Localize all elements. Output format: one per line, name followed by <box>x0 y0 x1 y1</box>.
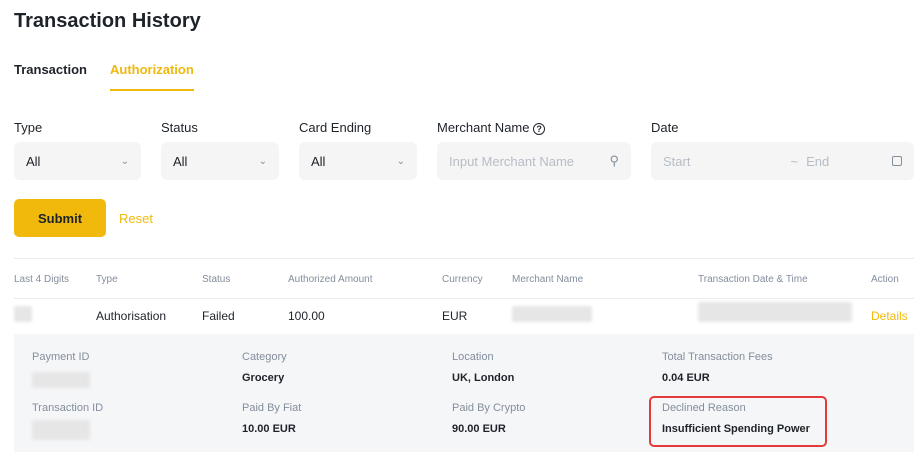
card-ending-select[interactable]: All ⌄ <box>299 142 417 180</box>
merchant-name-label: Merchant Name ? <box>437 120 546 135</box>
page-title: Transaction History <box>14 10 201 32</box>
redacted-transaction-id <box>32 420 90 440</box>
crypto-label: Paid By Crypto <box>452 402 526 414</box>
chevron-down-icon: ⌄ <box>258 155 267 167</box>
calendar-icon <box>892 156 902 166</box>
redacted-date <box>698 302 852 322</box>
tab-authorization[interactable]: Authorization <box>110 62 194 91</box>
highlight-box <box>649 396 827 447</box>
col-last4: Last 4 Digits <box>14 274 70 285</box>
payment-id-label: Payment ID <box>32 351 90 363</box>
col-merchant: Merchant Name <box>512 274 584 285</box>
col-amount: Authorized Amount <box>288 274 373 285</box>
row-type: Authorisation <box>96 309 167 323</box>
merchant-name-label-text: Merchant Name <box>437 120 530 135</box>
date-end[interactable]: End <box>806 153 830 169</box>
divider <box>14 258 914 259</box>
details-link[interactable]: Details <box>871 309 908 323</box>
details-panel <box>14 334 914 452</box>
date-start[interactable]: Start <box>663 153 691 169</box>
row-currency: EUR <box>442 309 468 323</box>
reset-button[interactable]: Reset <box>119 211 153 226</box>
merchant-name-input[interactable]: Input Merchant Name ⚲ <box>437 142 631 180</box>
fees-label: Total Transaction Fees <box>662 351 773 363</box>
fees-value: 0.04 EUR <box>662 372 710 384</box>
chevron-down-icon: ⌄ <box>396 155 405 167</box>
col-date: Transaction Date & Time <box>698 274 808 285</box>
status-value: All <box>173 153 188 169</box>
fiat-value: 10.00 EUR <box>242 423 296 435</box>
declined-value: Insufficient Spending Power <box>662 423 810 435</box>
redacted-last4 <box>14 306 32 322</box>
card-ending-value: All <box>311 153 326 169</box>
declined-label: Declined Reason <box>662 402 746 414</box>
date-range-input[interactable]: Start ~ End <box>651 142 914 180</box>
redacted-merchant <box>512 306 592 322</box>
category-value: Grocery <box>242 372 285 384</box>
status-select[interactable]: All ⌄ <box>161 142 279 180</box>
type-value: All <box>26 153 41 169</box>
col-currency: Currency <box>442 274 483 285</box>
date-label: Date <box>651 120 679 135</box>
crypto-value: 90.00 EUR <box>452 423 506 435</box>
date-separator: ~ <box>790 153 799 169</box>
tab-transaction[interactable]: Transaction <box>14 62 87 77</box>
col-action: Action <box>871 274 899 285</box>
help-icon[interactable]: ? <box>533 123 546 135</box>
col-status: Status <box>202 274 231 285</box>
search-icon: ⚲ <box>609 153 619 168</box>
location-value: UK, London <box>452 372 515 384</box>
location-label: Location <box>452 351 494 363</box>
type-label: Type <box>14 120 43 135</box>
merchant-placeholder: Input Merchant Name <box>449 153 575 169</box>
submit-button[interactable]: Submit <box>14 199 106 237</box>
col-type: Type <box>96 274 118 285</box>
category-label: Category <box>242 351 287 363</box>
card-ending-label: Card Ending <box>299 120 372 135</box>
row-amount: 100.00 <box>288 309 325 323</box>
fiat-label: Paid By Fiat <box>242 402 302 414</box>
chevron-down-icon: ⌄ <box>120 155 129 167</box>
row-status: Failed <box>202 309 235 323</box>
transaction-id-label: Transaction ID <box>32 402 104 414</box>
redacted-payment-id <box>32 372 90 388</box>
type-select[interactable]: All ⌄ <box>14 142 141 180</box>
status-label: Status <box>161 120 198 135</box>
divider <box>14 298 914 299</box>
